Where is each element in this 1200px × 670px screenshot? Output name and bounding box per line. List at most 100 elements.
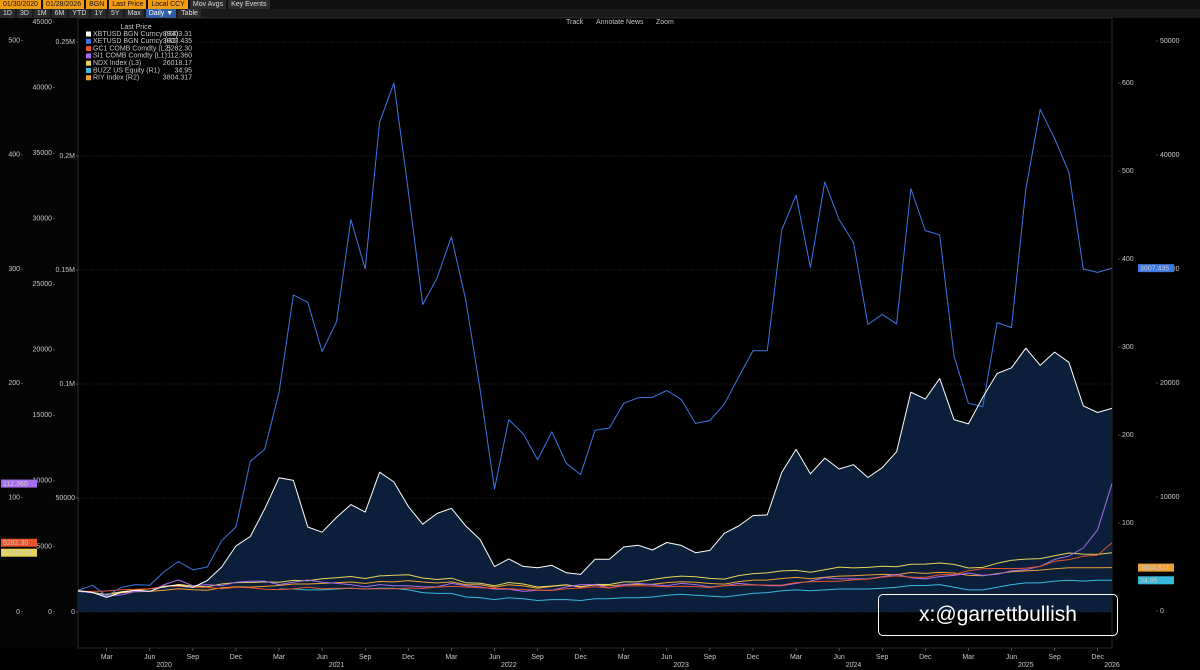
- y-tick-label: 50000: [56, 495, 76, 502]
- period-button[interactable]: Max: [124, 9, 144, 18]
- value-tag: [1, 479, 37, 488]
- legend-title: Last Price: [120, 24, 151, 31]
- y-tick-label: 40000: [1160, 152, 1180, 159]
- toolbar-row: 1D 3D 1M 6M YTD 1Y 5Y Max Daily ▼ Table: [0, 9, 1200, 18]
- x-tick-label: Sep: [187, 654, 200, 661]
- y-tick-label: 0: [16, 609, 20, 616]
- legend-swatch: [86, 60, 91, 66]
- chart-tool[interactable]: Annotate: [596, 19, 624, 26]
- value-tag-label: 34.95: [1140, 578, 1158, 585]
- x-tick-label: Mar: [790, 654, 803, 661]
- legend-name: SI1 COMB Comdty (L1): [93, 53, 167, 60]
- series-line: [279, 579, 1113, 601]
- y-tick-label: 600: [1122, 80, 1134, 87]
- x-tick-label: Jun: [833, 654, 844, 661]
- y-tick-label: 20000: [1160, 380, 1180, 387]
- value-tag-label: 26018.17: [3, 550, 32, 557]
- field[interactable]: Last Price: [109, 0, 147, 9]
- y-tick-label: 20000: [33, 347, 53, 354]
- legend-name: RIY Index (R2): [93, 75, 139, 82]
- x-tick-label: Jun: [661, 654, 672, 661]
- y-tick-label: 0: [48, 609, 52, 616]
- series-line: [77, 347, 1113, 598]
- period-button[interactable]: 1Y: [91, 9, 106, 18]
- mov-avgs[interactable]: Mov Avgs: [189, 0, 227, 9]
- currency[interactable]: Local CCY: [148, 0, 188, 9]
- period-button[interactable]: YTD: [69, 9, 90, 18]
- y-tick-label: 200: [1122, 432, 1134, 439]
- value-tag-label: 5282.30: [3, 540, 28, 547]
- legend-value: 26018.17: [163, 60, 192, 67]
- x-tick-label: Dec: [747, 654, 760, 661]
- legend-name: BUZZ US Equity (R1): [93, 67, 160, 74]
- period-button[interactable]: 1M: [33, 9, 50, 18]
- chart-tool[interactable]: News: [626, 19, 644, 26]
- x-tick-label: Sep: [359, 654, 372, 661]
- value-tag: [1, 538, 37, 547]
- y-tick-label: 45000: [33, 19, 53, 26]
- x-tick-label: Dec: [230, 654, 243, 661]
- key-events[interactable]: Key Events: [228, 0, 270, 9]
- period-button[interactable]: 3D: [16, 9, 32, 18]
- legend-box: [84, 22, 196, 82]
- legend-swatch: [86, 31, 91, 37]
- year-label: 2026: [1104, 662, 1120, 669]
- legend-value: 34.95: [174, 67, 192, 74]
- y-tick-label: 5000: [36, 543, 52, 550]
- x-tick-label: Jun: [316, 654, 327, 661]
- x-tick-label: Dec: [574, 654, 587, 661]
- legend-name: NDX Index (L3): [93, 60, 141, 67]
- x-tick-label: Sep: [531, 654, 544, 661]
- period-button[interactable]: 5Y: [107, 9, 123, 18]
- legend-value: 5282.30: [167, 45, 192, 52]
- y-tick-label: 500: [1122, 168, 1134, 175]
- end-date[interactable]: 01/28/2026: [43, 0, 85, 9]
- year-label: 2020: [156, 662, 172, 669]
- y-tick-label: 500: [8, 37, 20, 44]
- y-tick-label: 30000: [33, 216, 53, 223]
- series-line: [77, 542, 1113, 592]
- y-tick-label: 0.1M: [59, 381, 75, 388]
- legend-value: 3804.317: [163, 75, 192, 82]
- legend-name: XBTUSD BGN Curncy (R4): [93, 31, 178, 38]
- legend-swatch: [86, 68, 91, 73]
- source[interactable]: BGN: [86, 0, 108, 9]
- legend-value: 3007.435: [163, 38, 192, 45]
- legend-swatch: [86, 75, 91, 81]
- period-button[interactable]: 6M: [51, 9, 68, 18]
- y-tick-label: 50000: [1160, 38, 1180, 45]
- x-tick-label: Mar: [962, 654, 975, 661]
- y-tick-label: 10000: [1160, 494, 1180, 501]
- x-tick-label: Dec: [402, 654, 415, 661]
- start-date[interactable]: 01/30/2020: [0, 0, 42, 9]
- legend-swatch: [86, 46, 91, 52]
- x-tick-label: Mar: [445, 654, 458, 661]
- year-label: 2021: [329, 662, 345, 669]
- y-tick-label: 0: [71, 609, 75, 616]
- y-tick-label: 0.25M: [56, 39, 76, 46]
- x-tick-label: Dec: [919, 654, 932, 661]
- y-tick-label: 100: [8, 495, 20, 502]
- chart-tool[interactable]: Zoom: [656, 19, 674, 26]
- chart-tool[interactable]: Track: [566, 19, 584, 26]
- legend-value: 89303.31: [163, 31, 192, 38]
- table-button[interactable]: Table: [178, 9, 201, 18]
- y-tick-label: 15000: [33, 412, 53, 419]
- y-tick-label: 35000: [33, 150, 53, 157]
- frequency[interactable]: Daily ▼: [145, 9, 177, 18]
- area: [78, 348, 1112, 612]
- x-tick-label: Sep: [876, 654, 889, 661]
- y-tick-label: 0.15M: [56, 267, 76, 274]
- year-label: 2025: [1018, 662, 1034, 669]
- x-tick-label: Mar: [273, 654, 286, 661]
- x-tick-label: Dec: [1091, 654, 1104, 661]
- value-tag-label: 112.360: [3, 481, 28, 488]
- legend-value: 112.360: [167, 53, 192, 60]
- value-tag-label: 3804.317: [1140, 565, 1169, 572]
- y-tick-label: 300: [1122, 344, 1134, 351]
- y-tick-label: 400: [1122, 256, 1134, 263]
- x-tick-label: Jun: [144, 654, 155, 661]
- period-button[interactable]: 1D: [0, 9, 15, 18]
- series-line: [77, 483, 1113, 597]
